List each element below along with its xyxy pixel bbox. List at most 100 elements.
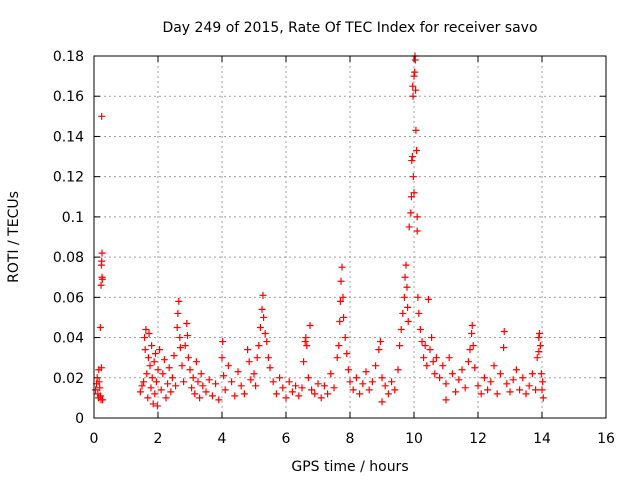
data-point bbox=[415, 309, 423, 317]
data-point bbox=[418, 338, 426, 346]
data-point bbox=[205, 376, 213, 384]
data-point bbox=[308, 386, 316, 394]
data-point bbox=[538, 386, 546, 394]
data-point bbox=[394, 366, 402, 374]
data-point bbox=[339, 293, 347, 301]
x-axis-label: GPS time / hours bbox=[291, 459, 408, 475]
data-point bbox=[282, 394, 290, 402]
data-point bbox=[413, 213, 421, 221]
data-point bbox=[140, 378, 148, 386]
data-point bbox=[466, 346, 474, 354]
data-point bbox=[468, 321, 476, 329]
data-point bbox=[535, 330, 543, 338]
data-point bbox=[219, 338, 227, 346]
grid bbox=[94, 56, 606, 418]
data-point bbox=[258, 305, 266, 313]
data-point bbox=[474, 382, 482, 390]
x-tick-label: 16 bbox=[597, 431, 615, 447]
data-point bbox=[336, 317, 344, 325]
data-point bbox=[298, 384, 306, 392]
data-point bbox=[432, 354, 440, 362]
data-point bbox=[144, 394, 152, 402]
data-point bbox=[176, 344, 184, 352]
data-point bbox=[228, 378, 236, 386]
data-point bbox=[537, 370, 545, 378]
data-point bbox=[411, 56, 419, 64]
data-point bbox=[407, 209, 415, 217]
y-axis-label: ROTI / TECUs bbox=[6, 191, 22, 283]
data-point bbox=[535, 334, 543, 342]
data-point bbox=[408, 153, 416, 161]
data-point bbox=[208, 392, 216, 400]
data-point bbox=[96, 392, 104, 400]
data-point bbox=[311, 390, 319, 398]
y-tick-label: 0.04 bbox=[53, 331, 84, 347]
x-tick-label: 0 bbox=[90, 431, 99, 447]
data-point bbox=[148, 342, 156, 350]
data-point bbox=[411, 68, 419, 76]
data-point bbox=[264, 354, 272, 362]
data-point bbox=[314, 380, 322, 388]
data-point bbox=[247, 376, 255, 384]
data-point bbox=[352, 374, 360, 382]
data-point bbox=[496, 370, 504, 378]
data-point bbox=[244, 346, 252, 354]
data-point bbox=[368, 378, 376, 386]
data-point bbox=[349, 386, 357, 394]
data-point bbox=[461, 384, 469, 392]
data-point bbox=[194, 378, 202, 386]
data-point bbox=[136, 388, 144, 396]
data-point bbox=[272, 390, 280, 398]
data-point bbox=[509, 376, 517, 384]
data-point bbox=[285, 378, 293, 386]
data-point bbox=[145, 330, 153, 338]
y-tick-label: 0.12 bbox=[53, 170, 84, 186]
data-point bbox=[503, 380, 511, 388]
data-point bbox=[445, 354, 453, 362]
data-point bbox=[442, 396, 450, 404]
data-point bbox=[412, 126, 420, 134]
data-point bbox=[234, 368, 242, 376]
data-point bbox=[184, 354, 192, 362]
data-point bbox=[539, 394, 547, 402]
data-point bbox=[148, 374, 156, 382]
data-point bbox=[455, 376, 463, 384]
data-point bbox=[471, 364, 479, 372]
data-point bbox=[532, 386, 540, 394]
data-point bbox=[436, 374, 444, 382]
y-tick-label: 0.14 bbox=[53, 129, 84, 145]
data-point bbox=[302, 334, 310, 342]
data-point bbox=[359, 380, 367, 388]
data-point bbox=[221, 386, 229, 394]
data-point bbox=[428, 334, 436, 342]
data-point bbox=[151, 390, 159, 398]
data-point bbox=[96, 384, 104, 392]
data-point bbox=[92, 386, 100, 394]
data-point bbox=[199, 382, 207, 390]
data-point bbox=[431, 370, 439, 378]
x-tick-label: 8 bbox=[346, 431, 355, 447]
data-point bbox=[429, 358, 437, 366]
data-point bbox=[180, 378, 188, 386]
x-tick-label: 14 bbox=[533, 431, 551, 447]
y-tick-label: 0.02 bbox=[53, 371, 84, 387]
data-point bbox=[160, 356, 168, 364]
data-point bbox=[416, 326, 424, 334]
data-point bbox=[93, 374, 101, 382]
x-tick-label: 2 bbox=[154, 431, 163, 447]
data-point bbox=[306, 321, 314, 329]
data-point bbox=[245, 358, 253, 366]
data-point bbox=[269, 378, 277, 386]
data-point bbox=[143, 370, 151, 378]
data-point bbox=[402, 261, 410, 269]
data-point bbox=[442, 380, 450, 388]
data-point bbox=[98, 112, 106, 120]
data-point bbox=[162, 394, 170, 402]
data-point bbox=[150, 358, 158, 366]
data-point bbox=[300, 358, 308, 366]
data-point bbox=[156, 346, 164, 354]
data-point bbox=[138, 382, 146, 390]
data-point bbox=[397, 326, 405, 334]
data-point bbox=[506, 388, 514, 396]
data-point bbox=[250, 370, 258, 378]
